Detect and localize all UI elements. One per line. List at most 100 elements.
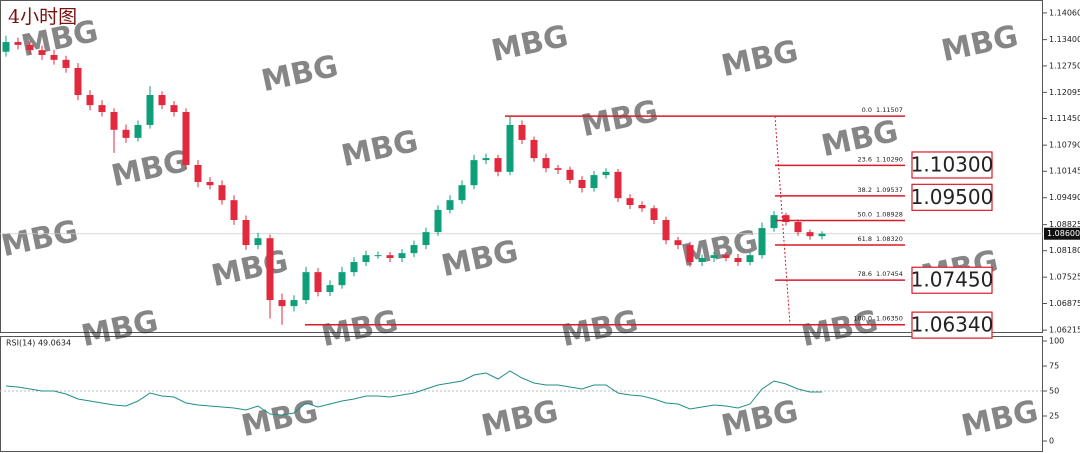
y-tick-label: 0 (1049, 437, 1054, 446)
candle-body (242, 219, 250, 246)
y-tick-label: 1.06215 (1049, 326, 1080, 335)
candle-body (542, 158, 550, 169)
candle-body (98, 105, 106, 112)
fib-level: 78.6 (858, 270, 872, 278)
candle-body (146, 95, 154, 125)
fib-trend (774, 116, 791, 325)
candle-body (134, 124, 142, 138)
candle-body (254, 238, 262, 246)
candle-body (122, 129, 130, 138)
y-tick-label: 1.12750 (1049, 61, 1080, 70)
candle-body (14, 42, 22, 45)
candle-body (614, 171, 622, 199)
annotation-label: 1.07450 (911, 268, 994, 292)
candle-body (530, 139, 538, 159)
candle-body (290, 300, 298, 307)
y-tick-label: 1.13400 (1049, 35, 1080, 44)
y-tick-label: 50 (1049, 387, 1059, 396)
candle-body (746, 255, 754, 263)
candle-body (170, 105, 178, 112)
candle-body (674, 240, 682, 246)
candle-body (182, 112, 190, 165)
last-price-label: 1.08600 (1047, 229, 1080, 238)
candle-body (506, 124, 514, 172)
fib-price: 1.09537 (876, 186, 903, 194)
annotation-label: 1.09500 (911, 185, 994, 209)
candle-body (638, 205, 646, 209)
candle-body (662, 219, 670, 241)
candle-body (566, 169, 574, 180)
candle-body (482, 158, 490, 161)
candle-body (38, 50, 46, 55)
y-tick-label: 100 (1049, 337, 1064, 346)
candle-body (230, 200, 238, 220)
fib-level: 61.8 (858, 235, 872, 243)
candle-body (686, 245, 694, 263)
fib-price: 1.08928 (876, 210, 903, 218)
candle-body (650, 208, 658, 220)
candle-body (110, 112, 118, 130)
y-tick-label: 1.10145 (1049, 167, 1080, 176)
fib-price: 1.10290 (876, 155, 903, 163)
fib-level: 0.0 (862, 106, 872, 114)
candle-body (770, 215, 778, 229)
price-panel (0, 0, 1043, 333)
candle-body (446, 200, 454, 210)
y-tick-label: 1.08180 (1049, 246, 1080, 255)
candle-body (302, 272, 310, 301)
y-tick-label: 1.12095 (1049, 88, 1080, 97)
annotation-label: 1.06340 (911, 313, 994, 337)
fib-level: 38.2 (858, 186, 872, 194)
candle-body (794, 222, 802, 233)
candle-body (2, 42, 10, 52)
candle-body (386, 255, 394, 258)
rsi-title: RSI(14) 49.0634 (6, 339, 71, 348)
y-tick-label: 25 (1049, 412, 1059, 421)
y-tick-label: 1.11450 (1049, 114, 1080, 123)
candle-body (722, 255, 730, 258)
candle-body (818, 233, 826, 237)
candle-body (518, 124, 526, 140)
candle-body (374, 255, 382, 257)
fib-price: 1.07454 (876, 270, 903, 278)
candle-body (86, 95, 94, 106)
candle-body (50, 54, 58, 60)
candle-body (458, 185, 466, 201)
candle-body (434, 209, 442, 233)
y-tick-label: 1.08825 (1049, 220, 1080, 229)
candle-body (494, 158, 502, 172)
annotation-box (911, 183, 993, 211)
annotation-label: 1.10300 (911, 152, 994, 176)
annotation-box (911, 311, 993, 339)
candle-body (218, 185, 226, 201)
y-tick-label: 1.07525 (1049, 273, 1080, 282)
candle-body (314, 272, 322, 292)
fib-level: 100.0 (853, 315, 872, 323)
candle-body (26, 44, 34, 51)
candle-body (782, 215, 790, 222)
candle-body (554, 168, 562, 170)
candle-body (350, 262, 358, 273)
last-price-box (1044, 227, 1080, 240)
candle-body (578, 179, 586, 189)
candle-body (470, 160, 478, 186)
candle-body (158, 95, 166, 106)
candle-body (758, 228, 766, 256)
y-tick-label: 1.06875 (1049, 299, 1080, 308)
candle-body (74, 67, 82, 96)
candle-body (698, 257, 706, 263)
candle-body (422, 232, 430, 246)
rsi-panel (0, 336, 1043, 452)
candle-body (338, 272, 346, 286)
candle-body (602, 171, 610, 176)
y-tick-label: 1.10790 (1049, 141, 1080, 150)
fib-price: 1.11507 (876, 106, 903, 114)
y-tick-label: 75 (1049, 362, 1059, 371)
y-tick-label: 1.14060 (1049, 8, 1080, 17)
fib-level: 50.0 (858, 210, 872, 218)
chart-title: 4小时图 (8, 6, 77, 28)
annotation-box (911, 151, 993, 179)
fib-level: 23.6 (858, 155, 872, 163)
candle-body (266, 238, 274, 301)
